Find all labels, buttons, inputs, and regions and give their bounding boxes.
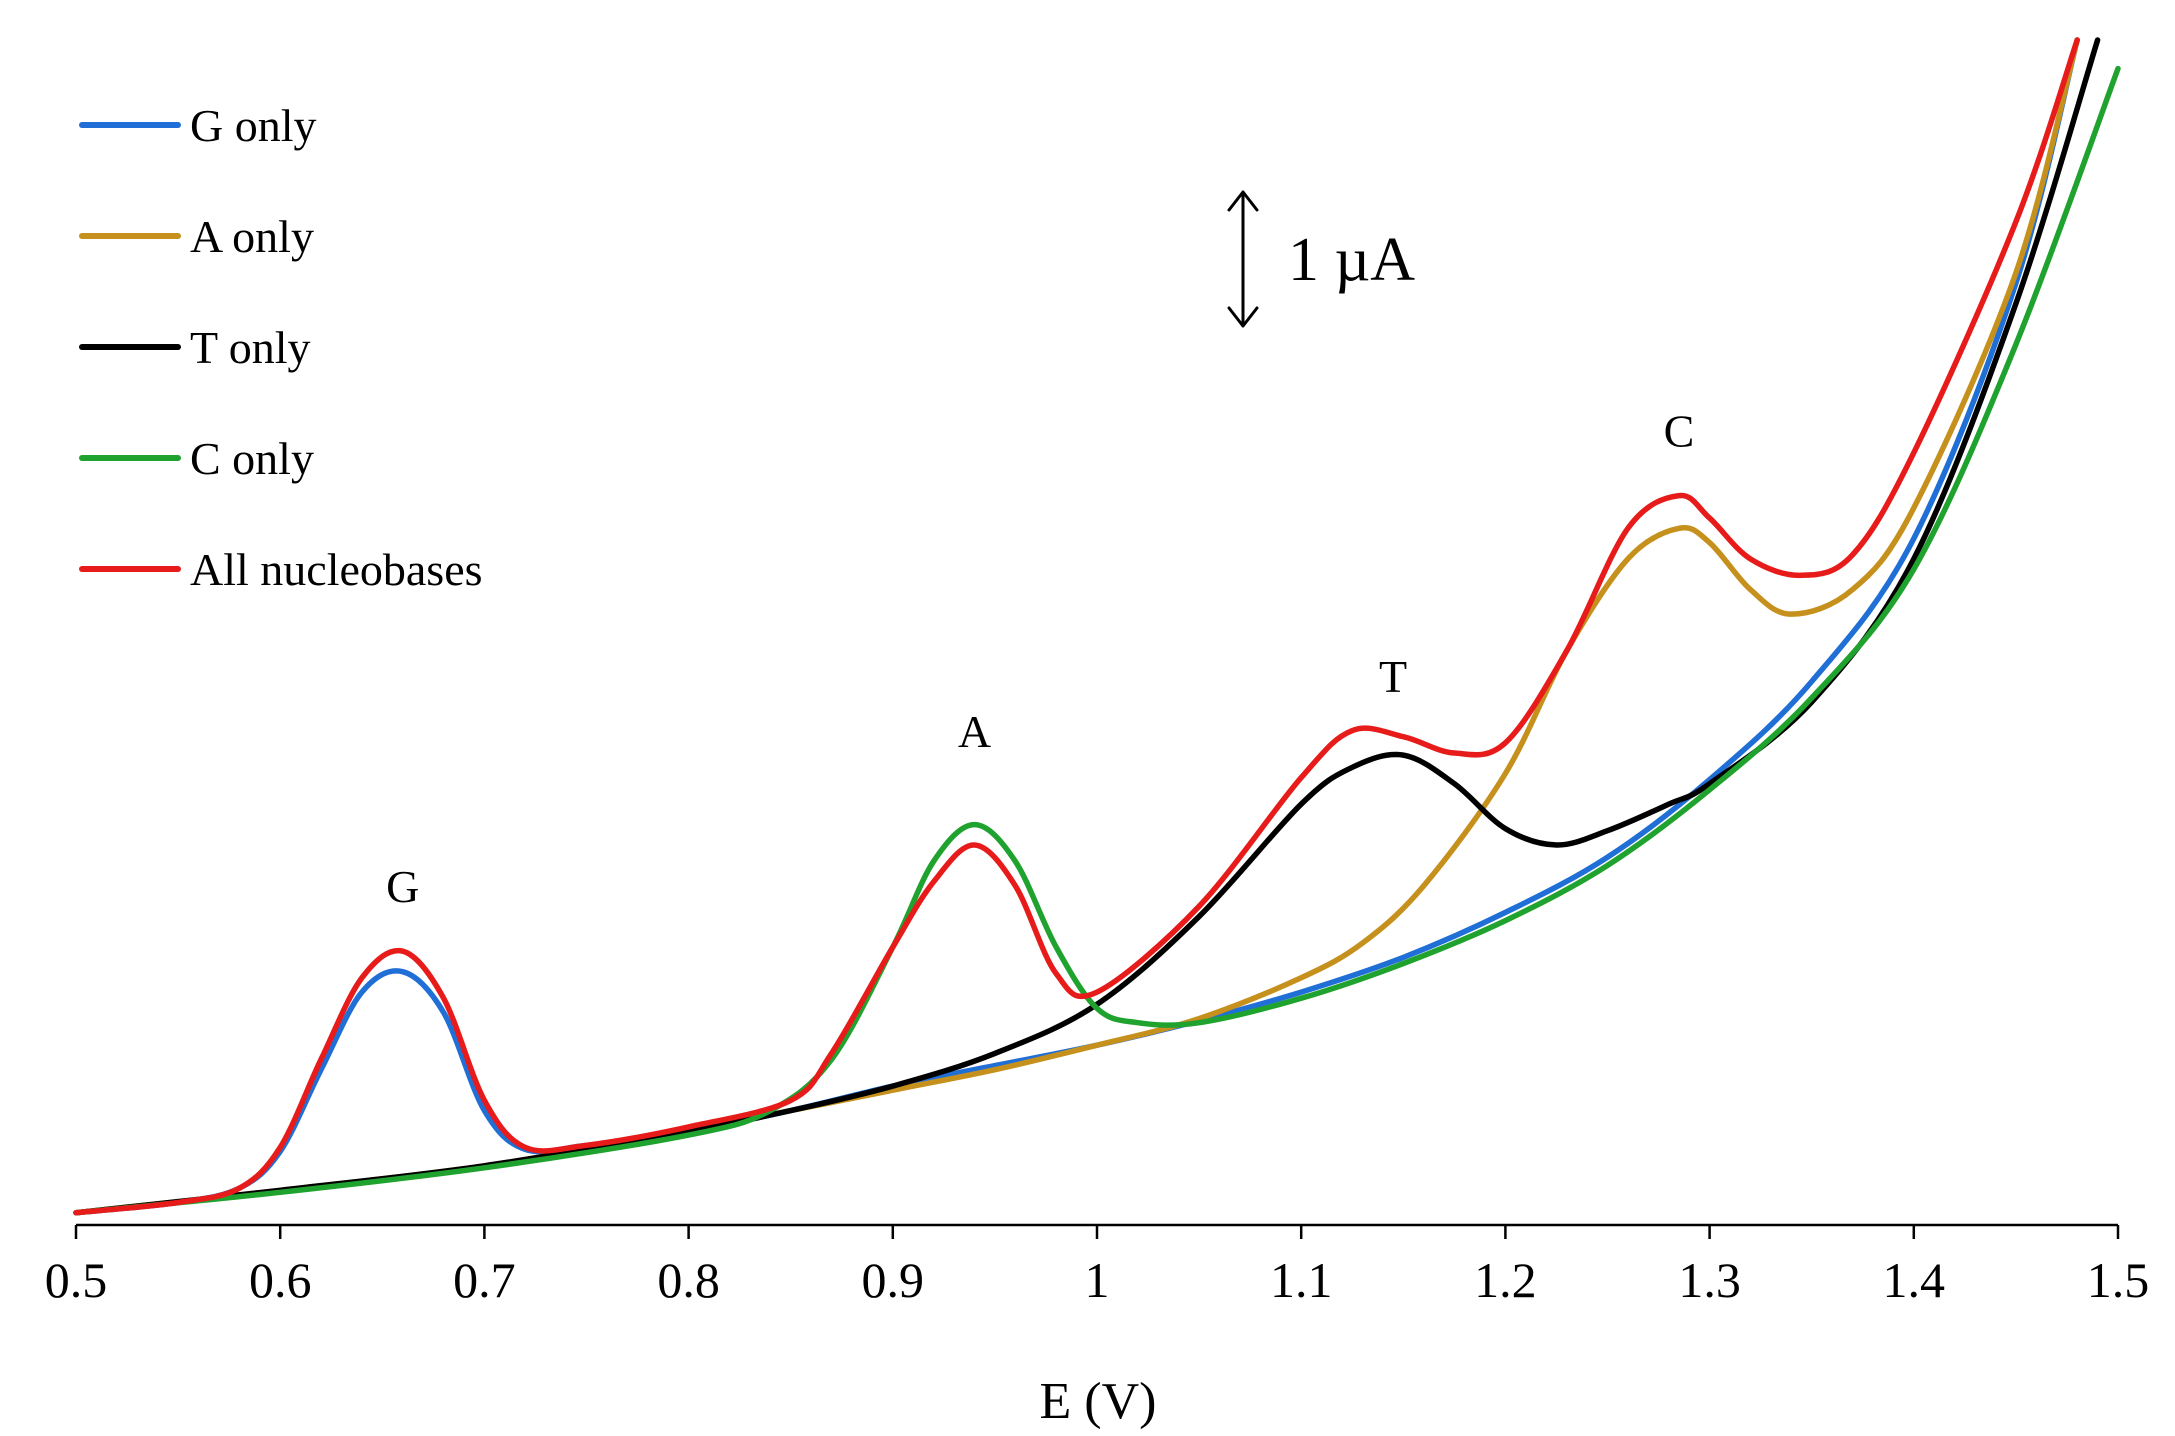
scale-bar-arrow xyxy=(1227,190,1259,328)
legend: G only A only T only C only All nucleobases xyxy=(79,100,483,595)
x-tick-label: 0.6 xyxy=(249,1252,312,1308)
legend-label: T only xyxy=(190,322,311,373)
series-line-c-only xyxy=(73,65,2121,1216)
series-lines xyxy=(73,37,2121,1216)
legend-label: All nucleobases xyxy=(190,544,483,595)
legend-item-all-nucleobases: All nucleobases xyxy=(79,544,483,595)
legend-label: A only xyxy=(190,211,314,262)
peak-label-a: A xyxy=(958,706,991,757)
legend-label: G only xyxy=(190,100,317,151)
legend-item-c-only: C only xyxy=(79,433,314,484)
x-tick-label: 0.9 xyxy=(862,1252,925,1308)
x-tick-label: 1.1 xyxy=(1270,1252,1333,1308)
x-tick-label: 0.8 xyxy=(657,1252,720,1308)
x-axis-title: E (V) xyxy=(1040,1373,1157,1430)
peak-label-g: G xyxy=(386,861,419,912)
x-tick-label: 0.7 xyxy=(453,1252,516,1308)
x-tick-label: 1.4 xyxy=(1883,1252,1946,1308)
legend-item-a-only: A only xyxy=(79,211,314,262)
legend-item-t-only: T only xyxy=(79,322,311,373)
x-tick-label: 1.2 xyxy=(1474,1252,1537,1308)
x-tick-label: 1 xyxy=(1085,1252,1110,1308)
x-tick-label: 0.5 xyxy=(45,1252,108,1308)
series-line-t-only xyxy=(73,37,2101,1216)
series-line-g-only xyxy=(73,37,2080,1216)
peak-label-t: T xyxy=(1379,651,1407,702)
series-line-a-only xyxy=(73,37,2080,1216)
x-axis: 0.5 0.6 0.7 0.8 0.9 1 1.1 1.2 1.3 1.4 1.5 xyxy=(45,1223,2150,1308)
legend-item-g-only: G only xyxy=(79,100,317,151)
x-tick-label: 1.3 xyxy=(1678,1252,1741,1308)
series-line-all-nucleobases xyxy=(73,37,2080,1216)
peak-label-c: C xyxy=(1664,406,1695,457)
x-tick-label: 1.5 xyxy=(2087,1252,2150,1308)
scale-bar: 1 µA xyxy=(1227,190,1415,328)
legend-label: C only xyxy=(190,433,314,484)
scale-bar-label: 1 µA xyxy=(1288,226,1415,294)
peak-labels: G A T C xyxy=(386,406,1694,913)
